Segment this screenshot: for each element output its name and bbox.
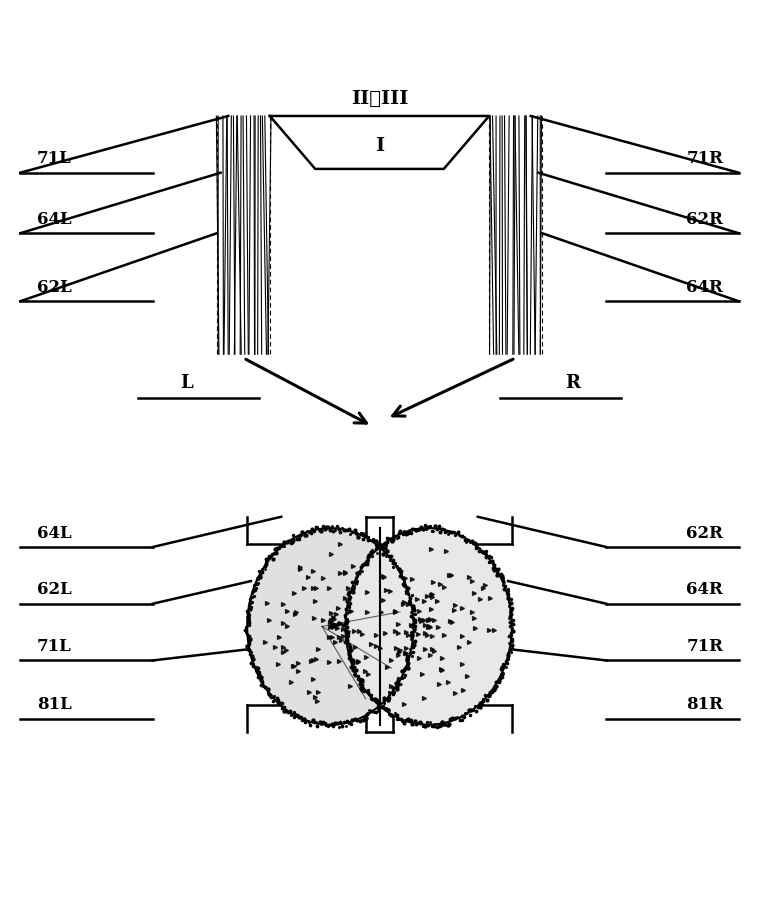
Text: 64R: 64R xyxy=(686,279,723,296)
Text: 81R: 81R xyxy=(686,696,723,713)
Text: 71R: 71R xyxy=(686,638,723,655)
Text: 71L: 71L xyxy=(37,638,71,655)
Text: 64R: 64R xyxy=(686,581,723,598)
Text: 64L: 64L xyxy=(37,525,71,542)
Text: 64L: 64L xyxy=(37,211,71,228)
Text: 62L: 62L xyxy=(37,279,71,296)
Polygon shape xyxy=(345,529,512,725)
Text: 71L: 71L xyxy=(37,150,71,167)
Text: II、III: II、III xyxy=(351,90,408,109)
Text: 62L: 62L xyxy=(37,581,71,598)
Text: 71R: 71R xyxy=(686,150,723,167)
Text: I: I xyxy=(375,138,384,156)
Text: 62R: 62R xyxy=(686,525,723,542)
Text: 62R: 62R xyxy=(686,211,723,228)
Text: R: R xyxy=(565,374,580,392)
Text: 81L: 81L xyxy=(37,696,71,713)
Text: L: L xyxy=(181,374,193,392)
Polygon shape xyxy=(247,529,414,725)
